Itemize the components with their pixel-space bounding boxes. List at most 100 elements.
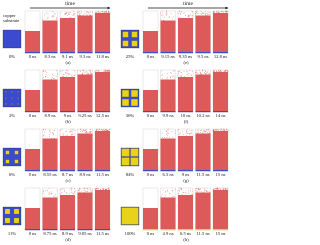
particle [104,128,106,130]
particle [223,187,225,189]
particle [221,71,222,72]
particle [103,11,104,13]
coverage-label: 36% [126,113,135,118]
graphene-patch [122,31,129,38]
particle [202,70,203,71]
particle [179,75,181,77]
particle [90,73,92,75]
droplet [213,190,228,230]
particle [179,190,181,192]
particle [197,130,198,131]
substrate [60,111,75,113]
particle [200,10,202,12]
particle [103,69,105,71]
particle [198,132,199,134]
particle [105,130,106,132]
substrate [42,170,58,172]
particle [80,129,81,130]
panel-letter: (c) [65,178,71,183]
particle [195,190,197,191]
particle [219,187,221,189]
particle [178,11,180,13]
particle [226,129,228,131]
particle [98,188,100,189]
substrate [178,229,193,231]
particle [216,187,218,189]
droplet [42,197,58,230]
coverage-label: 100% [125,231,136,236]
particle [63,74,65,75]
particle [174,195,176,197]
substrate [77,229,93,231]
time-label: 0 ns [29,113,37,118]
particle [202,129,204,131]
particle [71,134,73,136]
particle [203,131,205,132]
particle [180,132,181,134]
particle [179,13,181,15]
particle [42,19,43,21]
time-label: 8.75 ns [43,231,56,236]
time-label: 12.5 ns [96,113,109,118]
time-label: 0 ns [29,54,37,59]
particle [204,12,206,14]
particle [184,192,186,193]
particle [71,187,73,189]
particle [71,192,72,194]
particle [63,134,65,136]
droplet [213,13,228,53]
particle [168,16,170,18]
time-label: 9.15 ns [161,54,174,59]
substrate [25,170,40,172]
particle [178,72,179,74]
particle [84,13,85,15]
time-label: 9.05 ns [78,231,91,236]
time-label: 9.5 ns [198,54,209,59]
particle [200,73,202,75]
substrate [143,52,158,54]
particle [63,191,65,193]
particle [90,70,92,71]
particle [166,73,168,74]
particle [80,13,81,14]
particle [209,72,210,74]
particle [83,70,84,72]
particle [78,14,80,16]
graphene-patch [130,157,139,166]
particle [87,132,89,133]
particle [223,128,225,130]
particle [213,11,214,13]
particle [189,135,191,137]
particle [187,14,189,16]
particle [53,195,55,197]
droplet [160,138,176,171]
time-label: 9.3 ns [80,54,91,59]
particle [98,70,100,71]
particle [223,71,225,73]
particle [205,131,207,132]
substrate [178,52,193,54]
particle [207,132,208,133]
particle [224,12,226,14]
droplet [77,15,93,53]
particle [208,191,210,192]
time-label: 10.2 ns [196,113,209,118]
particle [186,193,188,195]
particle [178,133,180,135]
particle [99,11,100,13]
particle [178,134,180,136]
particle [72,15,74,16]
particle [101,10,103,12]
particle [82,70,84,71]
panel-letter: (h) [183,237,189,242]
substrate [42,229,58,231]
particle [89,130,91,132]
particle [65,72,67,74]
particle [186,74,188,75]
time-label: 15 ns [216,172,226,177]
time-label: 12.8 ns [214,54,227,59]
particle [107,188,109,190]
particle [78,189,79,191]
time-label: 9.9 ns [163,113,174,118]
particle [184,76,186,78]
